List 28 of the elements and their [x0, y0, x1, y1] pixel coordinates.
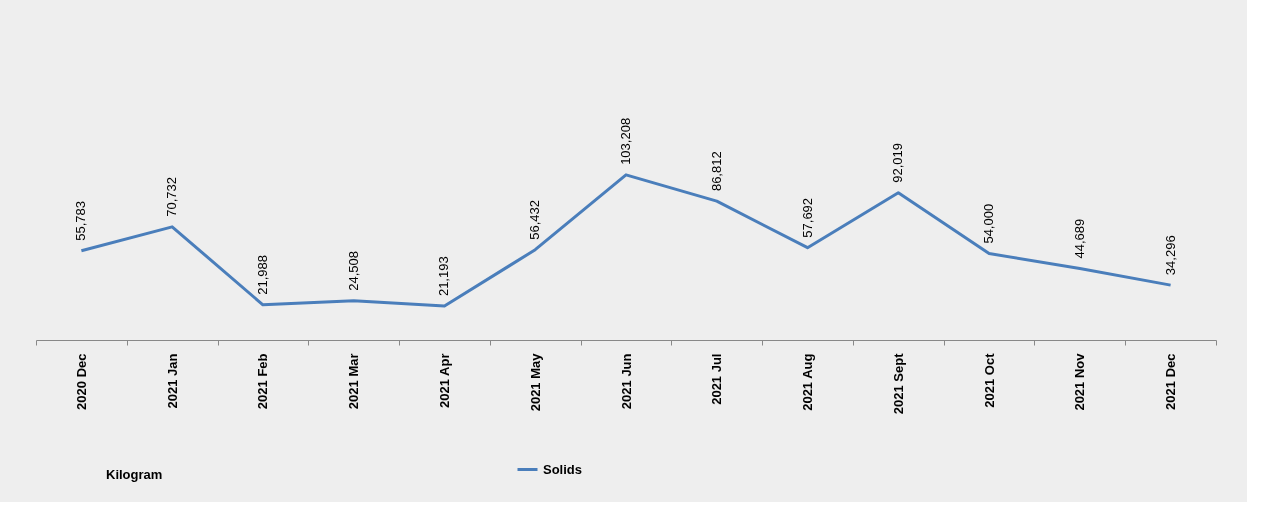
x-tick-label: 2021 May: [527, 352, 543, 412]
data-label: 86,812: [708, 151, 724, 192]
data-label: 55,783: [73, 200, 89, 241]
data-label: 56,432: [527, 199, 543, 240]
x-tick-label: 2021 Aug: [800, 353, 816, 411]
data-label: 92,019: [890, 143, 906, 183]
data-label: 54,000: [981, 203, 997, 244]
x-tick-label: 2021 Jul: [709, 353, 725, 405]
data-label: 34,296: [1162, 235, 1178, 276]
x-tick-label: 2021 Mar: [346, 353, 362, 410]
x-tick-label: 2020 Dec: [73, 353, 89, 410]
x-tick-label: 2021 Apr: [436, 353, 452, 408]
x-tick-label: 2021 Sept: [890, 352, 906, 415]
x-tick-label: 2021 Jan: [164, 353, 180, 409]
data-label: 103,208: [618, 117, 633, 165]
x-tick-label: 2021 Dec: [1163, 353, 1179, 410]
data-label: 70,732: [164, 177, 180, 217]
x-tick-label: 2021 Oct: [981, 352, 997, 408]
x-tick-label: 2021 Jun: [618, 353, 634, 410]
x-tick-label: 2021 Feb: [255, 353, 271, 410]
text: Kilogram: [106, 467, 163, 482]
data-label: 21,193: [436, 256, 452, 297]
data-label: 21,988: [254, 255, 270, 295]
x-tick-label: 2021 Nov: [1072, 352, 1088, 411]
data-label: 24,508: [345, 251, 361, 291]
data-label: 57,692: [799, 197, 815, 238]
data-label: 44,689: [1071, 218, 1087, 259]
legend-label: Solids: [543, 461, 583, 477]
